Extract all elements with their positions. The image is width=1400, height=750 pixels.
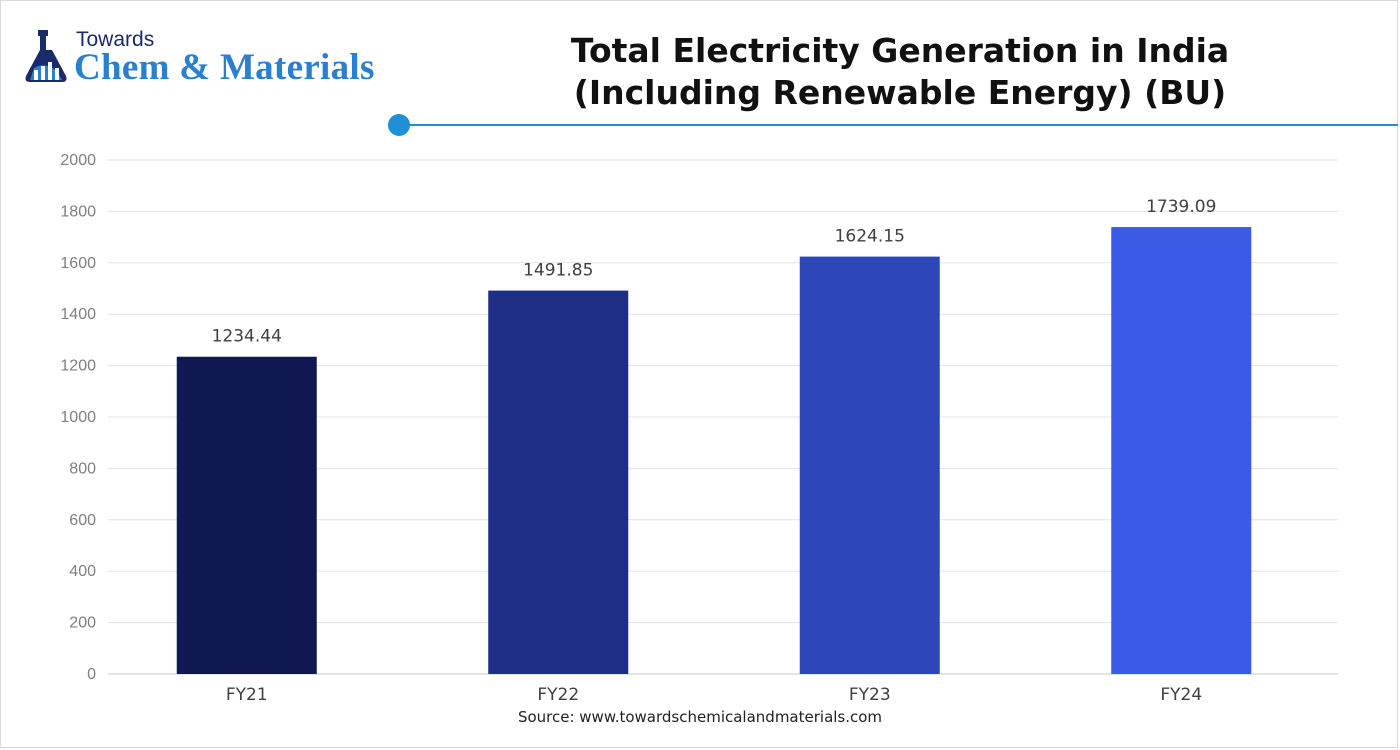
y-tick-label-800: 800 — [69, 460, 96, 477]
y-tick-label-1200: 1200 — [60, 358, 96, 375]
chart-title-block: Total Electricity Generation in India (I… — [470, 30, 1330, 114]
data-label-fy22: 1491.85 — [523, 261, 593, 281]
x-tick-label-fy23: FY23 — [849, 685, 891, 705]
divider-line — [408, 124, 1398, 126]
bar-fy22 — [488, 290, 629, 674]
source-note: Source: www.towardschemicalandmaterials.… — [517, 708, 883, 726]
y-tick-label-1800: 1800 — [60, 203, 96, 220]
flask-chart-icon — [25, 30, 67, 82]
bar-fy21 — [176, 356, 317, 674]
y-tick-label-1000: 1000 — [60, 409, 96, 426]
chart-subtitle: (Including Renewable Energy) (BU) — [573, 73, 1227, 112]
brand-towards-text: Towards — [76, 28, 155, 51]
bar-fy24 — [1111, 227, 1252, 674]
data-label-fy23: 1624.15 — [835, 227, 905, 247]
y-tick-label-2000: 2000 — [60, 152, 96, 169]
bar-fy23 — [799, 256, 940, 674]
chart-title: Total Electricity Generation in India — [570, 31, 1230, 70]
data-label-fy24: 1739.09 — [1146, 197, 1216, 217]
brand-logo: Towards Chem & Materials — [20, 28, 400, 88]
y-tick-label-1600: 1600 — [60, 255, 96, 272]
x-tick-label-fy21: FY21 — [226, 685, 268, 705]
y-tick-label-0: 0 — [87, 666, 96, 683]
data-label-fy21: 1234.44 — [212, 327, 282, 347]
brand-name-text: Chem & Materials — [74, 47, 375, 88]
x-tick-label-fy24: FY24 — [1160, 685, 1202, 705]
y-tick-label-200: 200 — [69, 615, 96, 632]
x-tick-label-fy22: FY22 — [537, 685, 579, 705]
y-tick-label-400: 400 — [69, 563, 96, 580]
y-tick-label-600: 600 — [69, 512, 96, 529]
divider-dot — [388, 114, 410, 136]
y-tick-label-1400: 1400 — [60, 306, 96, 323]
